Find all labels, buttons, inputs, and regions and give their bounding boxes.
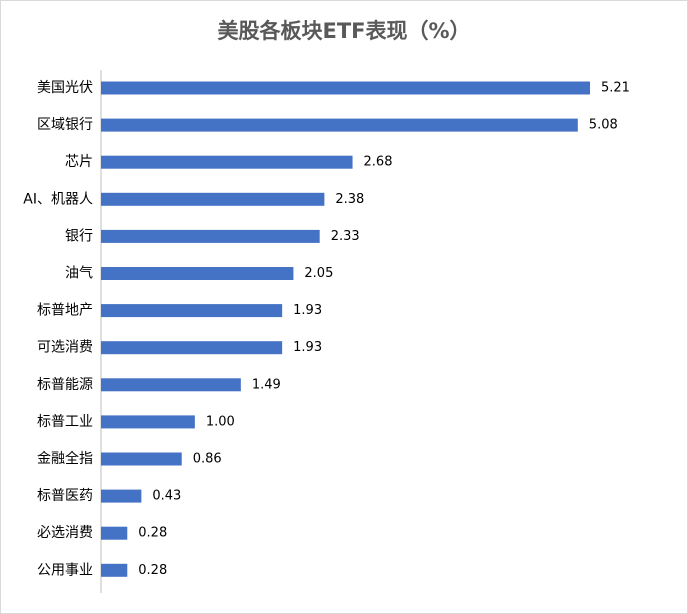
bar: [101, 415, 195, 429]
data-label: 1.93: [293, 340, 322, 355]
category-label: 油气: [65, 266, 93, 282]
data-label: 1.00: [206, 414, 235, 429]
data-label: 1.93: [293, 303, 322, 318]
category-label: 标普能源: [37, 377, 93, 393]
chart-title: 美股各板块ETF表现（%）: [217, 19, 471, 43]
bar: [101, 563, 128, 577]
bar: [101, 155, 353, 169]
category-label: 银行: [65, 228, 93, 244]
bar: [101, 118, 578, 132]
bar: [101, 304, 283, 318]
bar: [101, 229, 320, 243]
bar: [101, 341, 283, 355]
bar: [101, 81, 590, 95]
bar: [101, 526, 128, 540]
category-label: 公用事业: [37, 562, 93, 578]
data-label: 0.28: [138, 526, 167, 541]
category-label: 区域银行: [37, 117, 93, 133]
bar: [101, 378, 241, 392]
category-label: 标普工业: [37, 414, 93, 430]
bar: [101, 192, 325, 206]
bar: [101, 489, 142, 503]
category-label: 标普医药: [37, 488, 93, 504]
data-label: 2.38: [335, 192, 364, 207]
bar: [101, 267, 294, 280]
category-label: 可选消费: [37, 340, 93, 356]
category-label: 芯片: [65, 154, 93, 170]
data-label: 2.68: [364, 155, 393, 170]
data-label: 0.28: [138, 563, 167, 578]
data-label: 1.49: [252, 377, 281, 392]
category-label: AI、机器人: [23, 191, 93, 207]
data-label: 0.86: [193, 452, 222, 467]
data-label: 2.33: [331, 229, 360, 244]
bars-layer: 美国光伏 5.21 区域银行 5.08 芯片 2.68 AI、机器人 2.38 银行 2.33 油气…: [23, 80, 630, 578]
data-label: 5.08: [589, 118, 618, 133]
data-label: 5.21: [601, 81, 630, 96]
category-label: 标普地产: [37, 303, 93, 319]
category-label: 必选消费: [37, 525, 93, 541]
data-label: 2.05: [304, 266, 333, 281]
bar: [101, 452, 182, 466]
category-label: 金融全指: [37, 450, 93, 467]
data-label: 0.43: [152, 489, 181, 504]
category-label: 美国光伏: [37, 80, 93, 96]
